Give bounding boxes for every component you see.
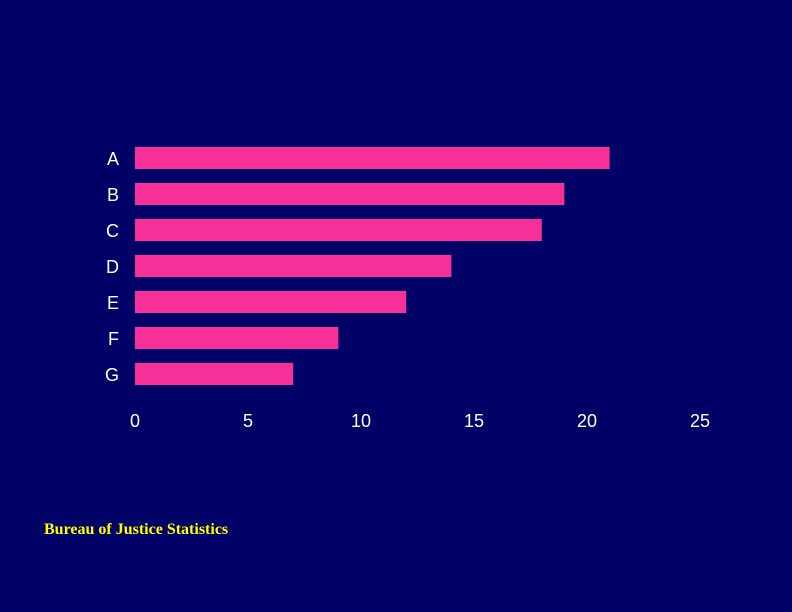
category-label-B: B bbox=[107, 185, 119, 205]
bar-A bbox=[135, 147, 610, 169]
bar-E bbox=[135, 291, 407, 313]
category-label-A: A bbox=[107, 149, 119, 169]
bar-C bbox=[135, 219, 542, 241]
category-label-E: E bbox=[107, 293, 119, 313]
category-label-C: C bbox=[106, 221, 119, 241]
x-tick-label-20: 20 bbox=[577, 411, 597, 431]
bar-F bbox=[135, 327, 339, 349]
x-tick-label-5: 5 bbox=[243, 411, 253, 431]
bar-G bbox=[135, 363, 294, 385]
source-credit: Bureau of Justice Statistics bbox=[44, 521, 229, 538]
category-label-F: F bbox=[108, 329, 119, 349]
x-tick-label-0: 0 bbox=[130, 411, 140, 431]
x-tick-label-15: 15 bbox=[464, 411, 484, 431]
x-tick-label-10: 10 bbox=[351, 411, 371, 431]
bar-D bbox=[135, 255, 452, 277]
bar-B bbox=[135, 183, 565, 205]
x-tick-label-25: 25 bbox=[690, 411, 710, 431]
category-label-G: G bbox=[105, 365, 119, 385]
category-label-D: D bbox=[106, 257, 119, 277]
